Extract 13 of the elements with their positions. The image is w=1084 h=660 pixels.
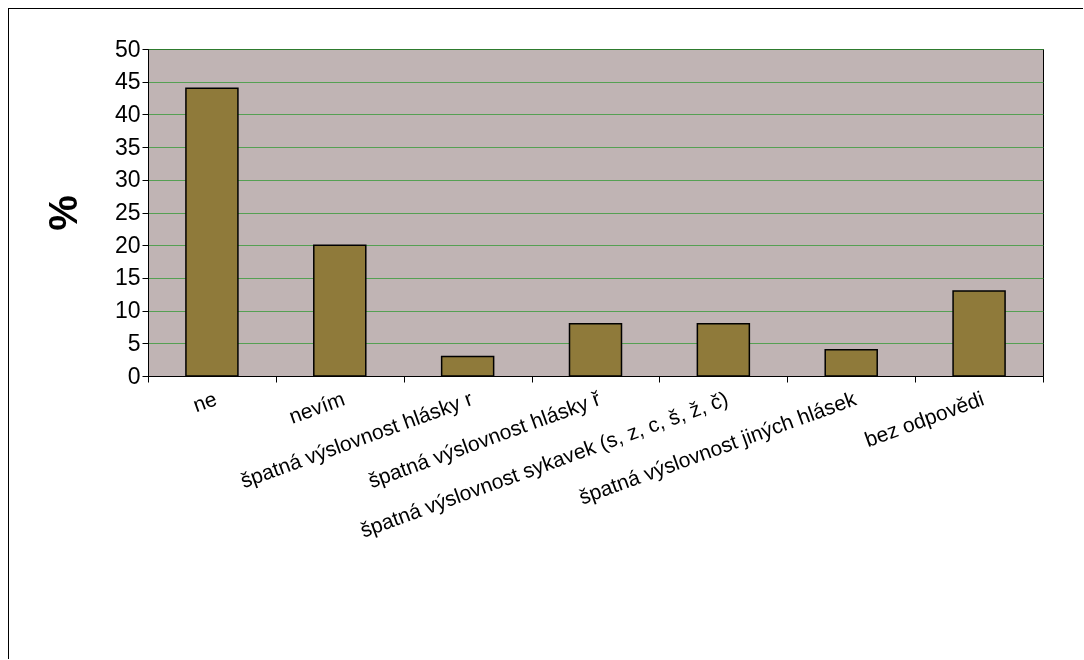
x-tick-label: ne <box>189 386 220 417</box>
y-tick-label: 50 <box>114 35 141 62</box>
y-axis-title: % <box>40 195 85 231</box>
y-tick-label: 45 <box>114 68 141 95</box>
y-tick-label: 40 <box>114 100 141 127</box>
y-tick-label: 20 <box>114 231 141 258</box>
y-tick-label: 15 <box>114 264 141 291</box>
y-tick-label: 30 <box>114 166 141 193</box>
y-tick-label: 5 <box>127 329 141 356</box>
y-tick-label: 35 <box>114 133 141 160</box>
y-tick-label: 25 <box>114 199 141 225</box>
y-tick-label: 10 <box>114 297 141 324</box>
y-tick-label: 0 <box>127 362 141 389</box>
